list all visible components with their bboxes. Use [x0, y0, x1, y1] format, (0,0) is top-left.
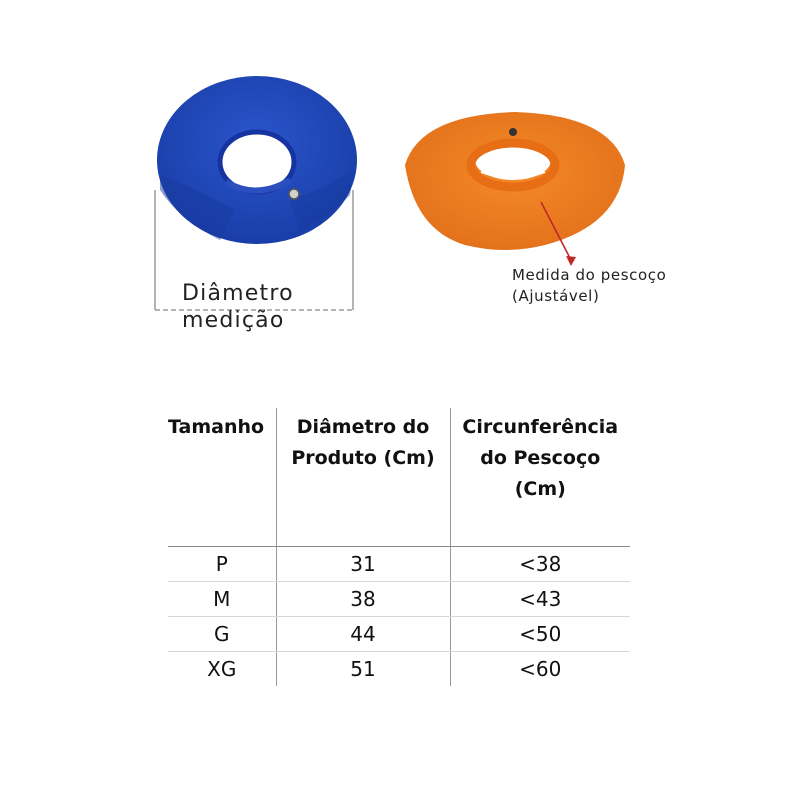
header-size-line-1: Tamanho	[168, 416, 265, 438]
size-cell: G	[168, 616, 276, 652]
table-row: XG 51 <60	[168, 651, 630, 686]
header-neck-line-1: Circunferência	[462, 416, 619, 438]
neck-cell: <50	[449, 616, 630, 652]
diameter-cell: 38	[275, 581, 450, 617]
neck-cell: <43	[449, 581, 630, 617]
header-neck-line-2: do Pescoço	[480, 447, 601, 469]
neck-cell: <60	[449, 651, 630, 686]
table-header-row: Tamanho Diâmetro do Produto (Cm) Circunf…	[168, 408, 630, 547]
header-size: Tamanho	[168, 408, 276, 547]
diameter-cell: 44	[275, 616, 450, 652]
size-cell: P	[168, 546, 276, 582]
blue-collar-image	[154, 76, 357, 311]
size-cell: M	[168, 581, 276, 617]
header-diameter-line-2: Produto (Cm)	[291, 447, 435, 469]
diameter-measurement-label: Diâmetro medição	[182, 280, 294, 334]
table-row: M 38 <43	[168, 581, 630, 617]
header-diameter-line-1: Diâmetro do	[296, 416, 430, 438]
header-product-diameter: Diâmetro do Produto (Cm)	[275, 408, 450, 547]
diameter-label-line-2: medição	[182, 308, 285, 333]
table-row: P 31 <38	[168, 546, 630, 582]
header-neck-line-3: (Cm)	[514, 478, 566, 500]
table-row: G 44 <50	[168, 616, 630, 652]
orange-collar-image	[405, 112, 625, 266]
neck-cell: <38	[449, 546, 630, 582]
neck-label-line-2: (Ajustável)	[512, 287, 600, 305]
neck-label-line-1: Medida do pescoço	[512, 266, 667, 284]
header-neck-circumference: Circunferência do Pescoço (Cm)	[449, 408, 630, 547]
diameter-cell: 51	[275, 651, 450, 686]
size-cell: XG	[207, 657, 237, 681]
diameter-cell: 31	[275, 546, 450, 582]
diameter-label-line-1: Diâmetro	[182, 281, 294, 306]
size-table: Tamanho Diâmetro do Produto (Cm) Circunf…	[168, 408, 630, 686]
neck-measurement-label: Medida do pescoço (Ajustável)	[512, 265, 666, 307]
